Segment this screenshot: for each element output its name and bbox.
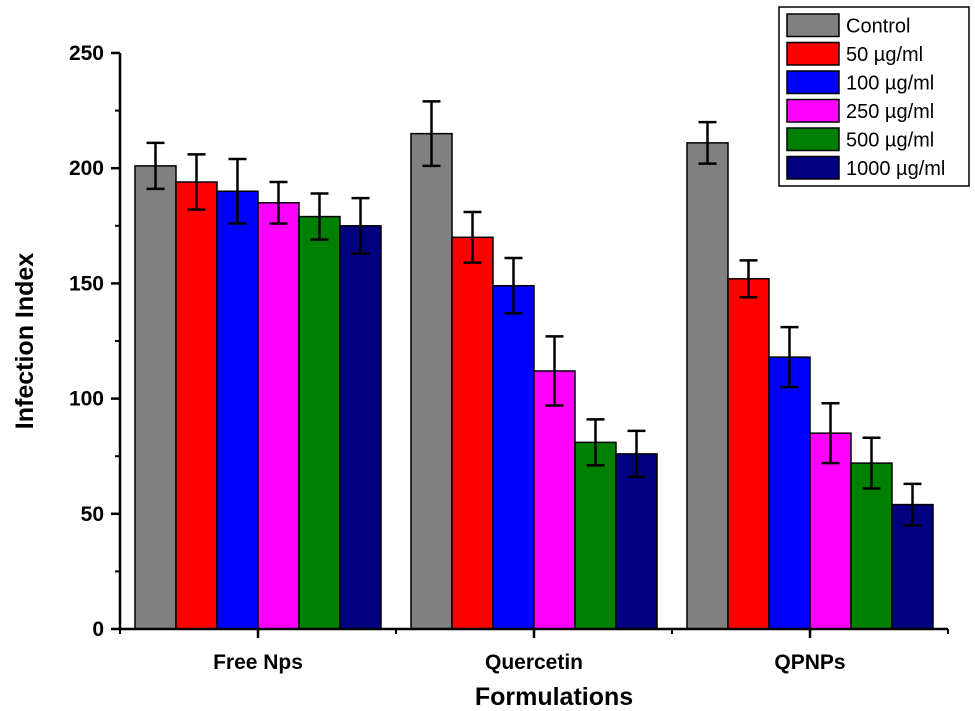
- legend-swatch: [786, 13, 840, 38]
- bar: [451, 236, 494, 630]
- y-tick-label: 100: [69, 388, 104, 411]
- ticks-layer: 0 50 100 150 200 250 Free Nps Quercetin QPNPs: [69, 42, 949, 674]
- y-tick-label: 200: [69, 157, 104, 180]
- bar: [216, 190, 259, 630]
- bar: [134, 165, 177, 630]
- y-tick-label: 50: [81, 503, 104, 526]
- x-axis-title: Formulations: [475, 683, 633, 711]
- legend-label: 250 µg/ml: [846, 101, 934, 123]
- x-tick-label: Quercetin: [485, 651, 583, 674]
- y-tick-label: 250: [69, 42, 104, 65]
- legend-swatch: [786, 127, 840, 152]
- bar: [533, 370, 576, 630]
- legend-swatch: [786, 155, 840, 180]
- legend-label: 50 µg/ml: [846, 44, 923, 66]
- bar: [298, 215, 341, 630]
- bar: [492, 284, 535, 630]
- legend-label: 100 µg/ml: [846, 73, 934, 95]
- bar: [339, 225, 382, 630]
- legend-swatch: [786, 70, 840, 95]
- bar: [727, 278, 770, 630]
- legend-swatch: [786, 41, 840, 66]
- x-tick-label: QPNPs: [774, 651, 845, 674]
- legend-label: 500 µg/ml: [846, 130, 934, 152]
- bar: [768, 356, 811, 630]
- bar: [686, 142, 729, 630]
- y-axis-title: Infection Index: [11, 253, 39, 430]
- bar: [850, 462, 893, 630]
- x-tick-label: Free Nps: [213, 651, 303, 674]
- legend: Control 50 µg/ml 100 µg/ml 250 µg/ml 500 µg/…: [778, 6, 970, 187]
- y-tick-label: 150: [69, 272, 104, 295]
- bar: [175, 181, 218, 630]
- bar: [410, 132, 453, 630]
- bar: [574, 441, 617, 630]
- legend-label: Control: [846, 16, 910, 38]
- bar: [257, 202, 300, 630]
- bars-layer: [134, 100, 934, 630]
- legend-swatch: [786, 98, 840, 123]
- legend-label: 1000 µg/ml: [846, 158, 945, 180]
- bar: [615, 453, 658, 630]
- y-tick-label: 0: [92, 618, 104, 641]
